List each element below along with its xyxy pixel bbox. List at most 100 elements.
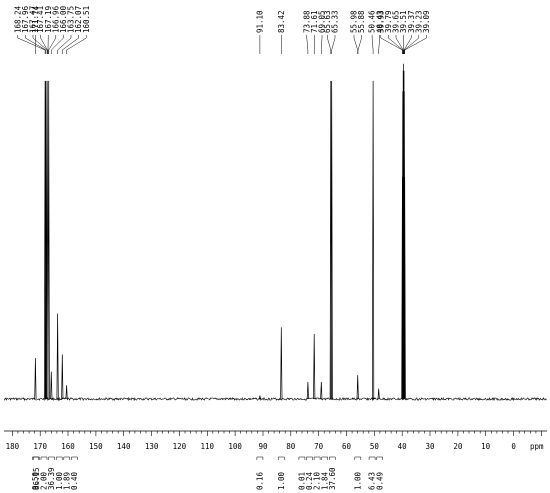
integral-label: 0.49 xyxy=(375,472,384,490)
peak-label-connector xyxy=(403,35,412,54)
integral-label: 0.40 xyxy=(70,471,79,490)
peak-label-connector xyxy=(306,35,309,54)
peak-label-connector xyxy=(404,35,427,54)
peak-label: 55.88 xyxy=(357,10,366,33)
spectrum-peak-0 xyxy=(34,357,37,400)
x-tick-label: 60 xyxy=(342,442,352,451)
x-tick-label: 110 xyxy=(201,442,215,451)
x-tick-label: 80 xyxy=(286,442,296,451)
x-tick-label: 130 xyxy=(145,442,159,451)
x-tick-label: 10 xyxy=(481,442,491,451)
spectrum-peak-17 xyxy=(372,80,375,400)
integral-bracket xyxy=(40,456,48,460)
peak-label: 55.98 xyxy=(350,10,359,33)
peak-label: 160.51 xyxy=(82,6,91,33)
peak-label: 166.96 xyxy=(51,5,60,33)
x-tick-label: 90 xyxy=(258,442,268,451)
x-axis-ticks: 180 170 160 150 140 130 120 110 100 90 80 70 60 50 40 3… xyxy=(6,431,542,451)
integral-bracket xyxy=(71,456,78,460)
peak-label: 73.88 xyxy=(302,10,311,33)
peak-label-connector xyxy=(327,35,332,54)
peak-label: 39.79 xyxy=(384,10,393,33)
spectrum-peak-15 xyxy=(330,80,333,400)
peak-label: 167.47 xyxy=(29,6,38,33)
peak-label: 39.37 xyxy=(407,10,416,33)
peak-label-connector xyxy=(380,35,403,54)
peak-label-connector xyxy=(17,35,46,54)
integral-label: 37.60 xyxy=(328,467,337,490)
integral-bracket xyxy=(33,456,40,460)
peak-label: 163.75 xyxy=(67,6,76,33)
peak-label: 65.33 xyxy=(331,10,340,33)
spectrum-peak-18 xyxy=(377,388,380,400)
integral-label: 1.84 xyxy=(320,471,329,490)
peak-label: 167.96 xyxy=(21,5,30,33)
x-tick-label: 100 xyxy=(228,442,242,451)
integral-bracket xyxy=(48,456,55,460)
integral-label: 2.10 xyxy=(313,471,322,490)
peak-label-connector xyxy=(331,35,336,54)
peak-label: 167.41 xyxy=(36,6,45,33)
baseline-trace xyxy=(3,396,547,402)
x-tick-label: 140 xyxy=(117,442,131,451)
x-tick-label: 70 xyxy=(314,442,324,451)
peak-label: 65.63 xyxy=(323,10,332,33)
peak-label: 50.46 xyxy=(368,10,377,33)
peak-label: 39.23 xyxy=(414,10,423,33)
integral-label: 0.50 xyxy=(31,471,40,490)
peak-label: 83.42 xyxy=(277,10,286,33)
integral-label: 1.00 xyxy=(277,471,286,490)
peak-label: 171.74 xyxy=(31,5,40,33)
x-tick-label: 150 xyxy=(89,442,103,451)
peak-label: 39.09 xyxy=(422,10,431,33)
spectrum-peak-9 xyxy=(258,395,261,400)
peak-label-connector xyxy=(48,35,57,54)
x-tick-label: 120 xyxy=(173,442,187,451)
integral-label: 1.00 xyxy=(353,471,362,490)
integral-label: 0.16 xyxy=(256,471,265,490)
peak-label-connector xyxy=(40,35,48,54)
spectrum-peak-16 xyxy=(356,375,359,400)
integral-label: 1.89 xyxy=(62,472,71,490)
integral-label: 0.01 xyxy=(298,472,307,490)
integral-label: 2.00 xyxy=(40,471,49,490)
peak-label-connector xyxy=(25,35,47,54)
spectrum-peak-8 xyxy=(65,385,68,400)
spectrum-peak-2 xyxy=(44,80,47,400)
integral-bracket xyxy=(368,456,376,460)
integral-bracket xyxy=(376,456,383,460)
spectrum-peak-6 xyxy=(56,313,59,400)
peak-label: 48.43 xyxy=(375,10,384,33)
x-tick-label: 50 xyxy=(370,442,380,451)
spectrum-peak-13 xyxy=(320,381,323,400)
spectrum-peak-11 xyxy=(306,381,309,400)
peak-label-connector xyxy=(378,35,380,54)
peak-label: 168.24 xyxy=(13,5,22,33)
peak-label: 166.00 xyxy=(59,5,68,33)
x-tick-label: 20 xyxy=(453,442,463,451)
integral-label: 1.00 xyxy=(55,471,64,490)
peak-label-connector xyxy=(404,35,420,54)
peak-label-connector xyxy=(357,35,362,54)
peak-label: 91.10 xyxy=(256,10,265,33)
spectrum-peak-25 xyxy=(403,176,406,400)
peak-label: 69.05 xyxy=(318,10,327,33)
peak-label-connector xyxy=(57,35,72,54)
integral-bracket xyxy=(298,456,306,460)
peak-label-group: 171.74168.24167.96167.47167.41167.19166.… xyxy=(13,5,431,54)
x-tick-label: 180 xyxy=(6,442,20,451)
integral-label: 0.24 xyxy=(305,471,314,490)
integral-bracket xyxy=(55,456,63,460)
x-tick-label: 160 xyxy=(61,442,75,451)
x-tick-label: 170 xyxy=(33,442,47,451)
spectrum-peak-12 xyxy=(313,333,316,400)
integral-label: 36.39 xyxy=(47,467,56,490)
x-tick-label: 0 xyxy=(511,442,516,451)
spectrum-peak-7 xyxy=(61,354,64,400)
integral-bracket xyxy=(321,456,328,460)
integral-bracket xyxy=(313,456,321,460)
integral-bracket xyxy=(63,456,71,460)
spectrum-trace-group xyxy=(3,63,547,402)
